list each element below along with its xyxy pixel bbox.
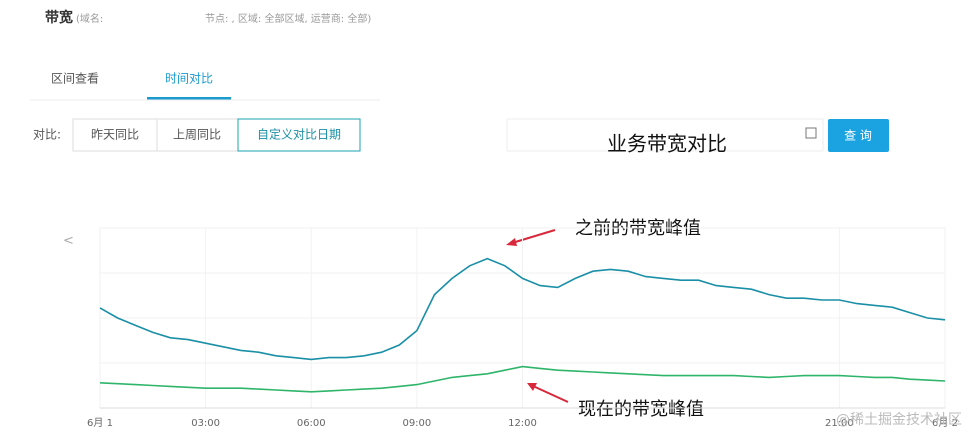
x-tick-label: 06:00 (297, 418, 326, 429)
tab[interactable]: 区间查看 (51, 72, 99, 86)
tab-active[interactable]: 时间对比 (165, 72, 213, 86)
annotation-arrow (532, 385, 569, 403)
query-button[interactable] (828, 119, 889, 152)
button-label[interactable]: 上周同比 (173, 128, 221, 142)
x-tick-label: 6月 2 (932, 417, 958, 429)
x-tick-label: 12:00 (508, 418, 537, 429)
chart-title: 业务带宽对比 (607, 132, 727, 156)
button[interactable] (156, 118, 239, 152)
button[interactable] (72, 118, 158, 152)
calendar-icon[interactable] (805, 127, 817, 139)
line-series (99, 257, 946, 361)
header-title: 带宽 (45, 9, 73, 26)
line-series (99, 365, 946, 393)
annotation-arrow (511, 229, 556, 244)
x-tick-label: 09:00 (402, 418, 431, 429)
date-input[interactable] (506, 118, 824, 152)
query-label[interactable]: 查 询 (844, 129, 872, 143)
button-active[interactable] (237, 118, 361, 152)
annotation: 现在的带宽峰值 (578, 399, 704, 420)
tab-underline (147, 97, 231, 100)
nav-prev[interactable]: < (63, 234, 74, 249)
x-tick-label: 21:00 (825, 418, 854, 429)
annotation-arrowhead (527, 383, 537, 391)
header-domain: (域名: (76, 12, 103, 25)
button-label[interactable]: 自定义对比日期 (257, 127, 341, 142)
x-tick-label: 6月 1 (87, 417, 113, 429)
compare-label: 对比: (33, 128, 61, 142)
annotation-arrowhead (506, 238, 517, 246)
x-tick-label: 03:00 (191, 418, 220, 429)
watermark: @稀土掘金技术社区 (836, 412, 962, 428)
header-filter: 节点: , 区域: 全部区域, 运营商: 全部) (205, 12, 371, 25)
button-label[interactable]: 昨天同比 (91, 128, 139, 142)
